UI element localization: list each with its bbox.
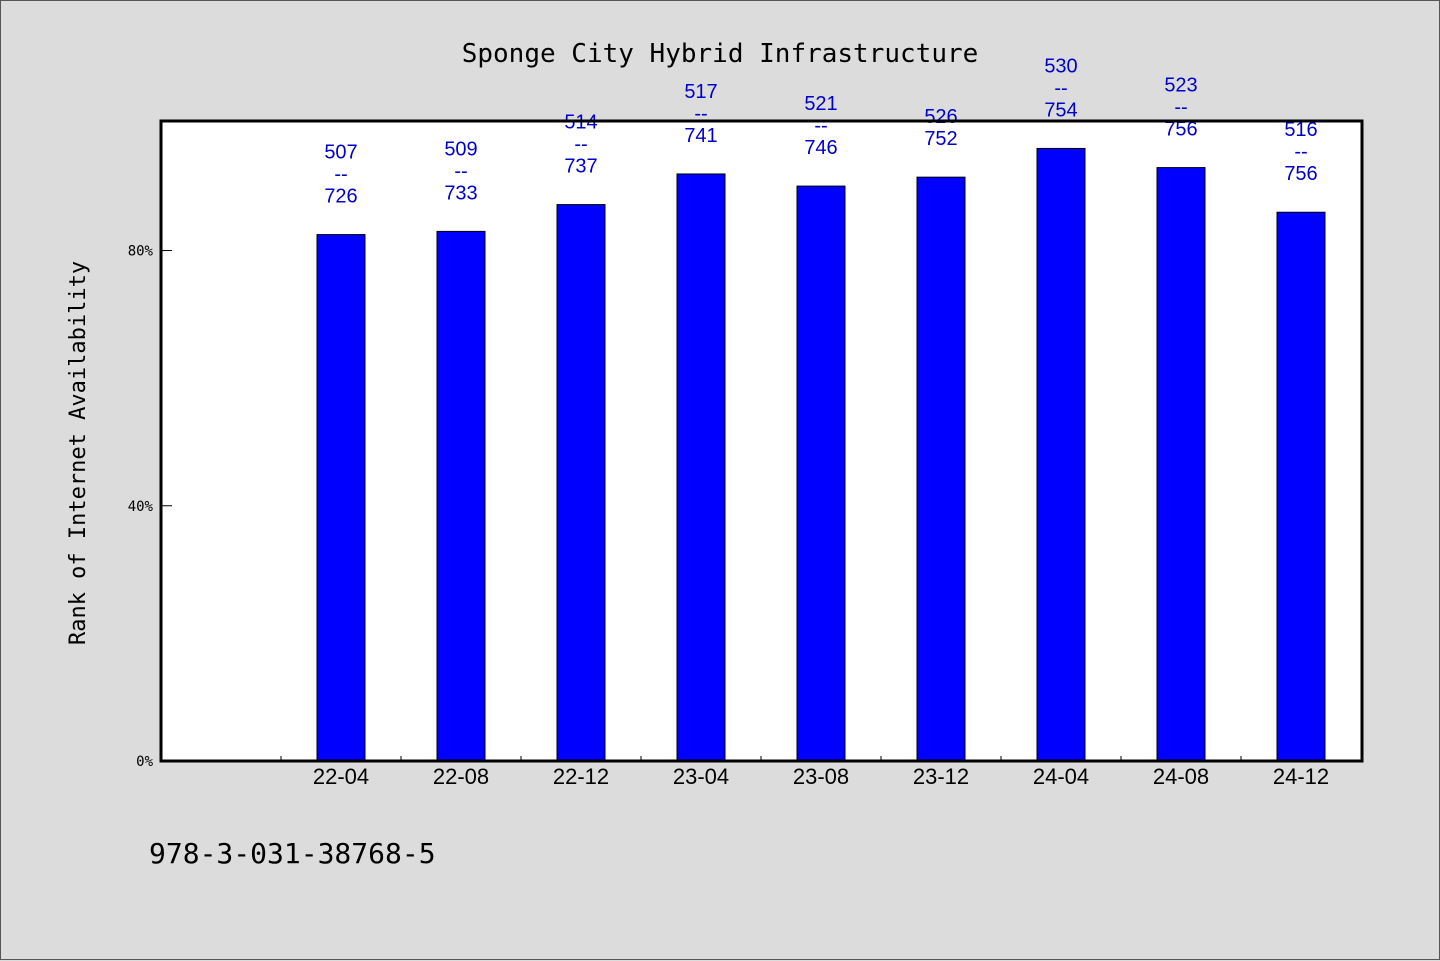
bar-data-label: 756: [1284, 163, 1317, 185]
bar-data-label: 726: [324, 186, 357, 208]
bar-data-label: 746: [804, 137, 837, 159]
bar-data-label: 523: [1164, 75, 1197, 97]
x-tick-label: 24-08: [1153, 764, 1209, 789]
bar-data-label: 517: [684, 81, 717, 103]
bar: [1276, 211, 1326, 762]
x-tick-label: 22-04: [313, 764, 369, 789]
bar-data-label: 737: [564, 156, 597, 178]
isbn-text: 978-3-031-38768-5: [149, 837, 436, 870]
bar-data-label: 741: [684, 125, 717, 147]
bar: [676, 173, 726, 762]
bar-data-label: 754: [1044, 99, 1077, 121]
x-tick-label: 24-04: [1033, 764, 1089, 789]
y-tick-label: 80%: [128, 244, 154, 260]
bar-data-label: 514: [564, 112, 597, 134]
bar-data-label: 752: [924, 128, 957, 150]
bar-data-label: 516: [1284, 119, 1317, 141]
x-tick-label: 22-12: [553, 764, 609, 789]
bar-data-label: 756: [1164, 119, 1197, 141]
x-tick-label: 23-12: [913, 764, 969, 789]
bar: [436, 230, 486, 762]
y-tick-label: 0%: [136, 754, 153, 770]
chart-title: Sponge City Hybrid Infrastructure: [462, 39, 979, 69]
bar-data-label: --: [1054, 77, 1067, 99]
bar-data-label: 521: [804, 93, 837, 115]
bar-data-label: --: [454, 160, 467, 182]
bar-data-label: --: [574, 134, 587, 156]
bar-data-label: 530: [1044, 55, 1077, 77]
bar-data-label: 526: [924, 106, 957, 128]
bar-data-label: 733: [444, 182, 477, 204]
bar: [316, 234, 366, 762]
x-tick-label: 23-04: [673, 764, 729, 789]
x-tick-label: 22-08: [433, 764, 489, 789]
bar-data-label: --: [334, 164, 347, 186]
y-tick-label: 40%: [128, 499, 154, 515]
bar: [556, 204, 606, 762]
x-tick-label: 24-12: [1273, 764, 1329, 789]
bar-data-label: --: [694, 103, 707, 125]
bar: [1156, 167, 1206, 762]
x-tick-label: 23-08: [793, 764, 849, 789]
bar: [916, 176, 966, 762]
bar-data-label: --: [1294, 141, 1307, 163]
y-axis-label: Rank of Internet Availability: [66, 261, 91, 645]
bar-data-label: 507: [324, 142, 357, 164]
bar: [1036, 147, 1086, 762]
bar-data-label: 509: [444, 138, 477, 160]
bar: [796, 185, 846, 762]
plot-border: [159, 119, 1364, 763]
bar-data-label: --: [814, 115, 827, 137]
bar-data-label: --: [1174, 97, 1187, 119]
